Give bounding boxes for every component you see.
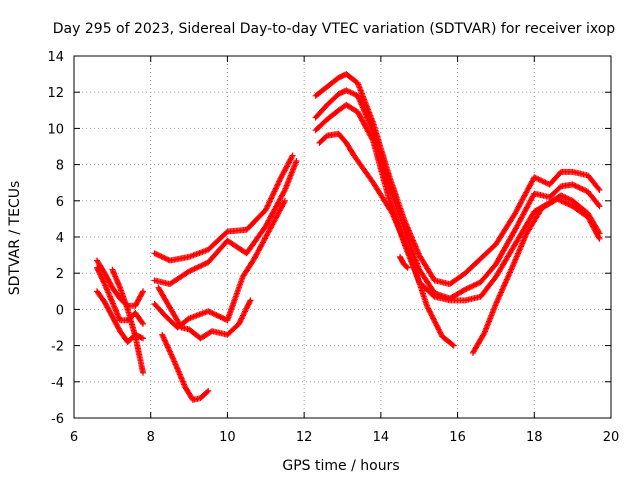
series-trace-o (397, 253, 411, 271)
series-trace-fill (156, 286, 253, 341)
y-tick-label: 12 (47, 86, 64, 101)
y-tick-label: 4 (56, 231, 64, 246)
trace-markers (109, 267, 146, 375)
x-tick-label: 14 (373, 430, 390, 445)
y-axis-label: SDTVAR / TECUs (7, 181, 23, 296)
trace-markers (470, 196, 602, 355)
trace-markers (313, 71, 602, 287)
series-trace-fill (152, 199, 288, 330)
y-tick-label: 0 (56, 303, 64, 318)
x-tick-label: 10 (219, 430, 236, 445)
series-trace-h (155, 284, 254, 342)
data-layer (94, 71, 603, 403)
series-trace-fill (313, 71, 602, 287)
series-trace-fill (109, 267, 146, 375)
series-trace-fill (397, 255, 410, 270)
y-tick-label: 6 (56, 195, 64, 210)
x-tick-label: 8 (147, 430, 155, 445)
x-tick-label: 16 (449, 430, 466, 445)
trace-markers (152, 153, 295, 264)
data-point (140, 288, 147, 295)
y-tick-label: 2 (56, 267, 64, 282)
y-tick-label: -4 (51, 376, 64, 391)
series-trace-fill (317, 131, 456, 348)
trace-markers (159, 333, 211, 403)
x-axis-label: GPS time / hours (282, 458, 399, 474)
series-trace-fill (153, 159, 299, 287)
data-point (151, 250, 158, 257)
series-trace-e (151, 152, 296, 264)
series-trace-j (312, 71, 603, 288)
y-tick-label: -2 (51, 340, 64, 355)
plot-frame (73, 55, 612, 419)
x-tick-label: 20 (603, 430, 620, 445)
series-trace-f (151, 157, 300, 288)
y-tick-label: 8 (56, 159, 64, 174)
x-tick-label: 18 (526, 430, 543, 445)
trace-markers (397, 255, 410, 270)
data-point (94, 264, 101, 271)
series-trace-fill (159, 333, 211, 403)
series-trace-g (151, 197, 288, 331)
series-trace-m (316, 130, 457, 349)
series-trace-i (159, 331, 212, 403)
series-trace-n (469, 195, 603, 356)
trace-markers (152, 199, 288, 330)
y-tick-label: -6 (51, 412, 64, 427)
data-point (109, 313, 116, 320)
series-trace-fill (152, 153, 295, 264)
grid-lines (74, 56, 611, 418)
trace-markers (317, 131, 456, 348)
trace-markers (153, 159, 299, 287)
series-trace-d (109, 266, 147, 376)
x-tick-label: 6 (70, 430, 78, 445)
series-trace-fill (470, 196, 602, 355)
y-tick-label: 14 (47, 50, 64, 65)
data-point (247, 297, 254, 304)
trace-markers (156, 286, 253, 341)
axis-ticks: 6 8 10 12 14 16 18 20 -6 -4 -2 0 2 4 6 8 10 12 14 (47, 50, 619, 445)
chart-title: Day 295 of 2023, Sidereal Day-to-day VTE… (53, 21, 616, 37)
x-tick-label: 12 (296, 430, 313, 445)
y-tick-label: 10 (47, 122, 64, 137)
